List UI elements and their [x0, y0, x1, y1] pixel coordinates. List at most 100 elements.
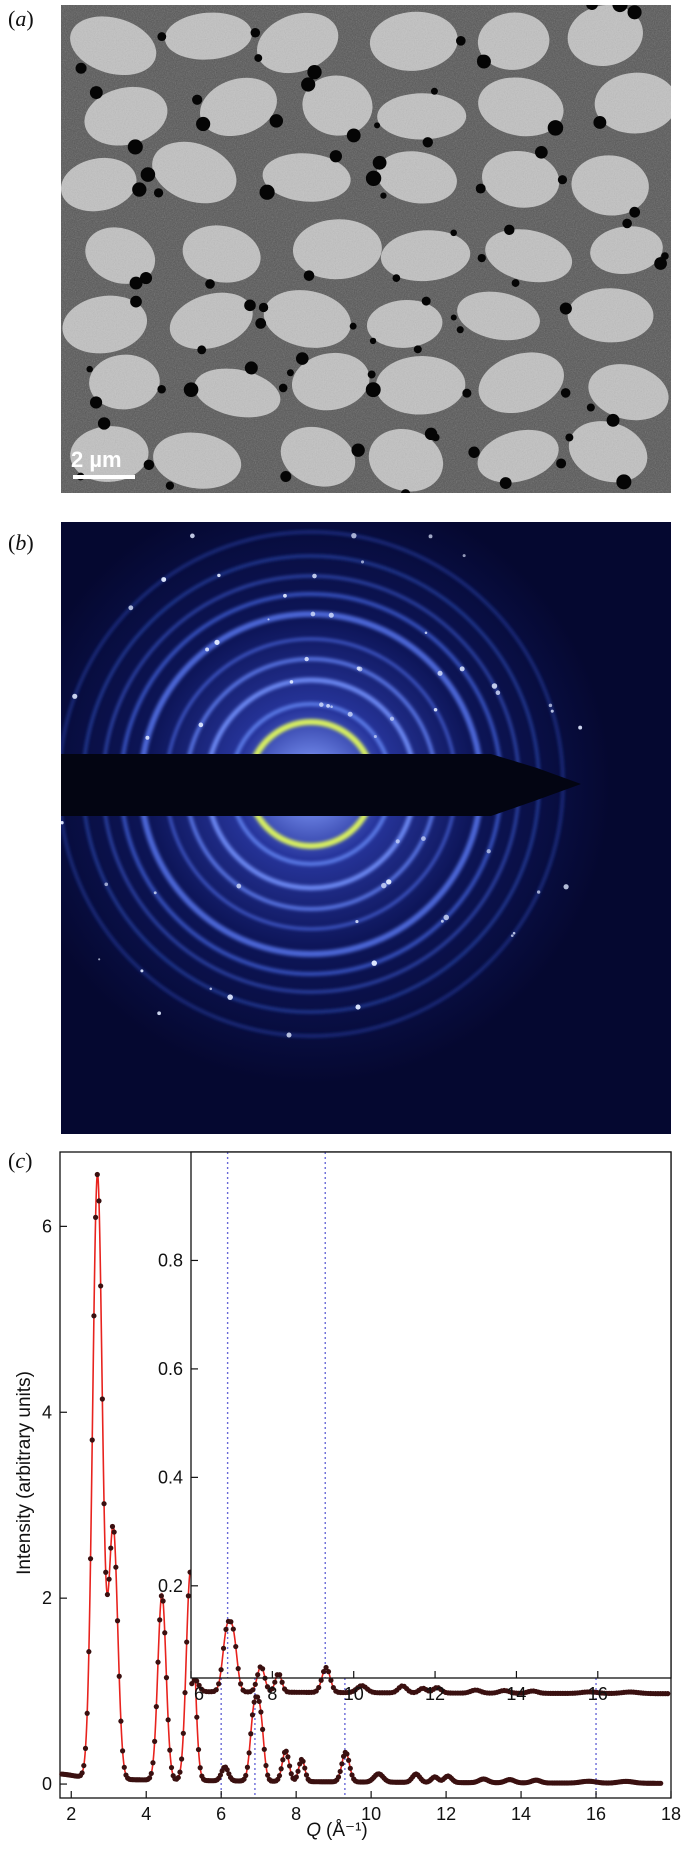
data-point	[261, 1746, 267, 1752]
data-point	[103, 1569, 109, 1575]
data-point	[113, 1564, 119, 1570]
precipitate-dot	[258, 302, 269, 313]
precipitate-dot	[369, 337, 377, 345]
inset-x-tick-label: 14	[506, 1684, 526, 1704]
diffraction-spot	[395, 839, 400, 844]
diffraction-spot	[389, 716, 395, 721]
inset-x-tick-label: 10	[344, 1684, 364, 1704]
grain-blob	[85, 227, 156, 284]
y-tick-label: 2	[42, 1588, 52, 1608]
precipitate-dot	[303, 270, 315, 281]
diffraction-spot	[512, 931, 516, 935]
data-point	[300, 1758, 306, 1764]
precipitate-dot	[89, 86, 103, 99]
inset-data-point	[328, 1677, 334, 1683]
data-point	[260, 1726, 266, 1733]
panel-b-label: (b)	[8, 530, 34, 555]
precipitate-dot	[462, 388, 472, 398]
diffraction-spot	[312, 573, 317, 579]
inset-x-tick-label: 16	[588, 1684, 608, 1704]
inset-data-point	[272, 1679, 278, 1685]
precipitate-dot	[153, 188, 164, 198]
data-point	[116, 1673, 122, 1679]
precipitate-dot	[269, 114, 284, 128]
precipitate-dot	[413, 345, 422, 354]
diffraction-spot	[198, 722, 204, 728]
diffraction-spot	[486, 849, 491, 854]
data-point	[335, 1774, 342, 1780]
inset-y-tick-label: 0.6	[158, 1359, 183, 1379]
inset-x-tick-label: 8	[267, 1684, 277, 1704]
grain-blob	[478, 77, 564, 137]
data-point	[152, 1738, 158, 1744]
data-point	[285, 1754, 291, 1760]
data-point	[106, 1576, 112, 1582]
grain-blob	[292, 219, 382, 280]
data-point	[121, 1764, 127, 1770]
diffraction-pattern-image	[61, 522, 671, 1134]
inset-data-point	[230, 1626, 236, 1632]
precipitate-dot	[89, 396, 103, 409]
precipitate-dot	[557, 175, 568, 185]
precipitate-dot	[622, 218, 632, 229]
y-tick-label: 0	[42, 1774, 52, 1794]
data-point	[243, 1772, 249, 1779]
x-axis-label: Q (Å⁻¹)	[306, 1820, 367, 1841]
precipitate-dot	[586, 5, 598, 11]
data-point	[288, 1771, 294, 1777]
y-tick-label: 6	[42, 1216, 52, 1236]
precipitate-dot	[430, 87, 438, 95]
grain-blob	[477, 429, 559, 483]
data-point	[302, 1765, 308, 1771]
precipitate-dot	[130, 295, 142, 308]
precipitate-dots	[75, 5, 669, 493]
precipitate-dot	[295, 352, 309, 365]
data-point	[346, 1757, 352, 1763]
grain-blob	[61, 157, 137, 212]
inset-data-point	[277, 1672, 283, 1678]
diffraction-spot	[283, 593, 287, 598]
data-point	[197, 1765, 203, 1771]
data-point	[155, 1659, 161, 1665]
data-point	[246, 1750, 252, 1756]
precipitate-dot	[421, 296, 431, 306]
panel-a-label: (a)	[8, 6, 34, 31]
data-point	[119, 1748, 126, 1754]
precipitate-dot	[250, 27, 261, 38]
inset-data-point	[316, 1684, 322, 1691]
data-point	[150, 1760, 156, 1766]
diffraction-spot	[209, 987, 213, 991]
grain-blob	[567, 5, 643, 66]
precipitate-dot	[286, 369, 294, 377]
inset-data-point	[259, 1666, 266, 1672]
diffraction-spot	[548, 703, 553, 708]
inset-x-tick-label: 12	[425, 1684, 445, 1704]
data-point	[263, 1762, 269, 1769]
grain-blob	[263, 290, 351, 348]
data-point	[146, 1775, 153, 1781]
inset-data-point	[238, 1681, 244, 1687]
precipitate-dot	[349, 322, 357, 330]
inset-data-point	[216, 1681, 222, 1687]
inset-data-point	[325, 1669, 332, 1675]
inset-data-point	[255, 1672, 261, 1678]
data-point	[254, 1694, 261, 1700]
data-point	[179, 1756, 185, 1762]
grain-blob	[369, 11, 458, 71]
data-point	[265, 1772, 271, 1778]
intensity-chart: 2 4 6 8 10 12 14 16 18 0 2 4 6 6 8 10 12 14 16 0.2 0.4 0.6 0.8…	[0, 1140, 681, 1848]
data-point	[96, 1198, 102, 1204]
grain-blob	[376, 151, 457, 204]
data-point	[87, 1556, 94, 1562]
scale-bar-label: 2 µm	[71, 447, 122, 472]
data-point	[162, 1630, 168, 1636]
precipitate-dot	[450, 229, 457, 237]
x-tick-label: 2	[66, 1804, 76, 1824]
data-point	[157, 1617, 163, 1623]
precipitate-dot	[351, 443, 365, 457]
data-point	[158, 1593, 164, 1599]
precipitate-dot	[475, 183, 486, 194]
precipitate-dot	[593, 116, 607, 129]
data-point	[278, 1766, 284, 1772]
precipitate-dot	[504, 224, 515, 236]
